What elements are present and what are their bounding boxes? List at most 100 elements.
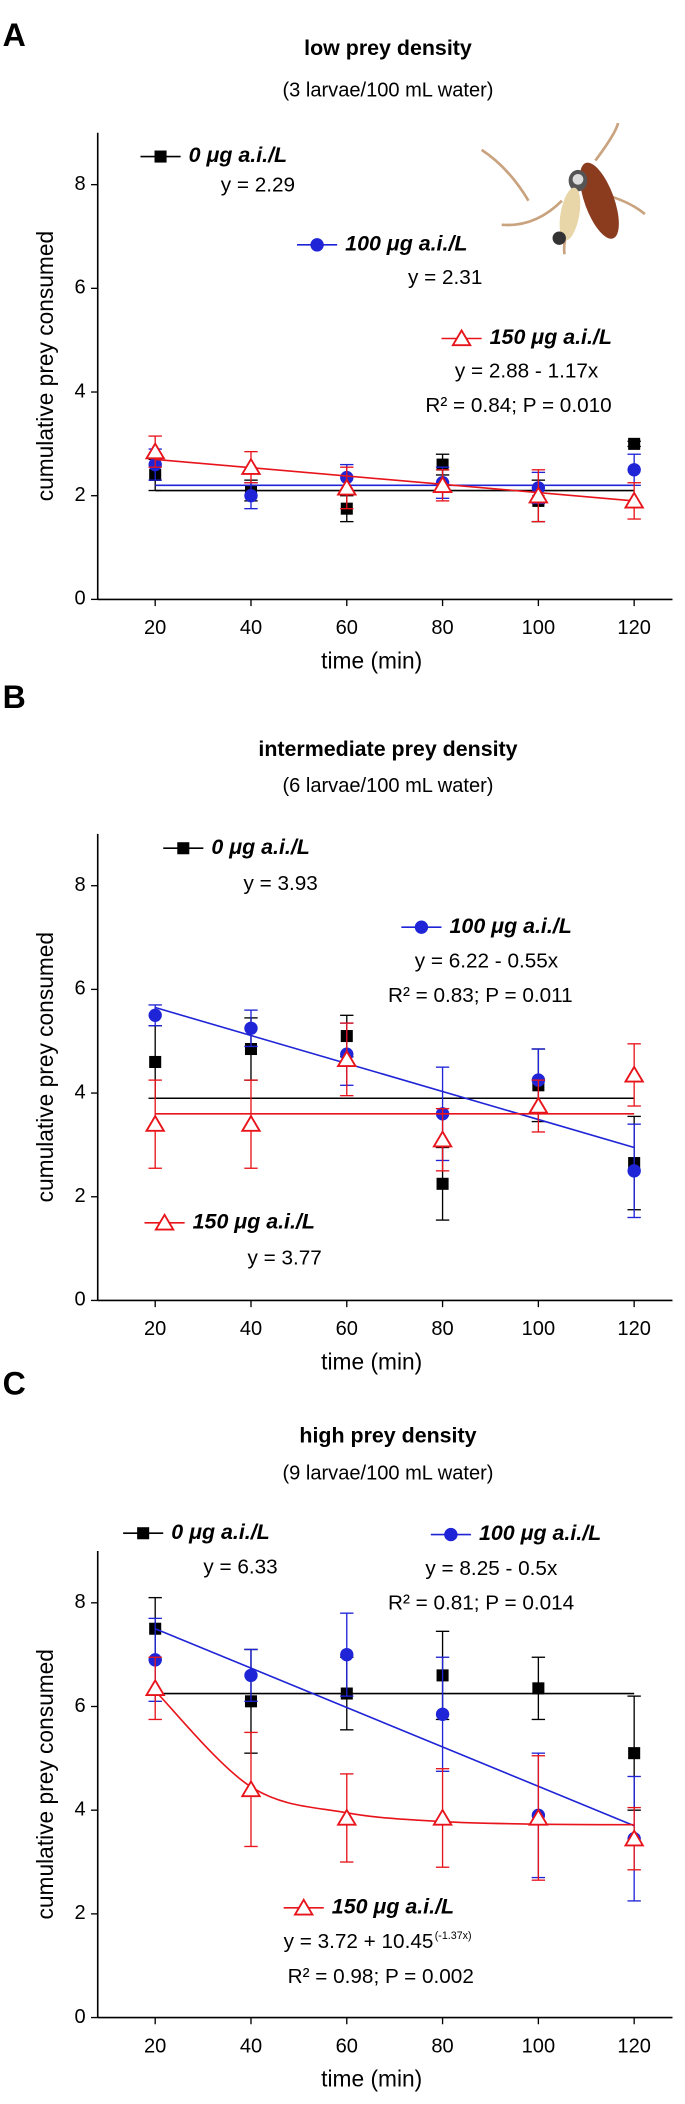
legend-label: 150 μg a.i./L (193, 1210, 315, 1234)
x-tick-label: 80 (431, 2035, 453, 2057)
marker-square (628, 1747, 641, 1760)
fit-statistics: R² = 0.84; P = 0.010 (425, 394, 611, 417)
panel-letter: C (3, 1366, 26, 1402)
marker-triangle (154, 1212, 175, 1231)
chart-subtitle: (9 larvae/100 mL water) (283, 1463, 494, 1485)
x-tick-label: 60 (336, 2035, 358, 2057)
legend-label: 0 μg a.i./L (189, 143, 287, 167)
marker-triangle (528, 1808, 549, 1826)
equation: y = 2.31 (408, 266, 482, 289)
y-tick-label: 0 (75, 1289, 86, 1311)
marker-triangle (336, 478, 358, 496)
y-axis-label: cumulative prey consumed (32, 231, 58, 501)
equation: y = 8.25 - 0.5x (425, 1557, 558, 1580)
marker-triangle (240, 457, 262, 475)
marker-circle (244, 1668, 258, 1683)
equation: y = 3.72 + 10.45 (284, 1930, 434, 1953)
marker-circle (244, 1021, 258, 1035)
y-tick-label: 8 (75, 173, 86, 195)
fit-line (154, 1627, 635, 1827)
fit-statistics: R² = 0.81; P = 0.014 (388, 1592, 574, 1615)
chart-subtitle: (6 larvae/100 mL water) (283, 775, 494, 797)
panel-letter: B (3, 679, 26, 715)
y-axis-label: cumulative prey consumed (32, 932, 58, 1202)
marker-circle (435, 1707, 450, 1721)
x-tick-label: 100 (522, 617, 555, 639)
marker-square (149, 1055, 162, 1068)
x-tick-label: 40 (240, 617, 262, 639)
x-tick-label: 80 (431, 1318, 453, 1340)
equation-exponent: (-1.37x) (435, 1930, 472, 1942)
y-tick-label: 2 (75, 484, 86, 506)
x-tick-label: 20 (144, 1318, 166, 1340)
marker-circle (310, 238, 324, 252)
marker-square (137, 1527, 150, 1540)
x-axis-label: time (min) (321, 2065, 422, 2091)
marker-triangle (240, 1114, 262, 1132)
marker-triangle (240, 1779, 262, 1798)
marker-circle (148, 1008, 162, 1022)
x-axis-label: time (min) (321, 647, 422, 673)
marker-circle (340, 1647, 354, 1662)
x-tick-label: 120 (617, 1318, 650, 1340)
fit-line (155, 458, 635, 502)
x-tick-label: 100 (522, 2035, 555, 2057)
y-tick-label: 4 (75, 1798, 86, 1820)
marker-square (154, 150, 167, 163)
equation: y = 2.29 (221, 173, 295, 196)
x-tick-label: 120 (617, 617, 650, 639)
legend-label: 100 μg a.i./L (479, 1521, 601, 1545)
fit-line (154, 1690, 635, 1826)
marker-triangle (432, 1129, 453, 1148)
marker-square (628, 437, 641, 450)
marker-circle (244, 489, 258, 503)
equation: y = 3.93 (243, 872, 317, 895)
y-tick-label: 2 (75, 1902, 86, 1924)
x-tick-label: 60 (336, 617, 358, 639)
y-tick-label: 4 (75, 1081, 86, 1103)
y-tick-label: 6 (75, 978, 86, 1000)
y-axis-label: cumulative prey consumed (32, 1649, 58, 1919)
legend-label: 100 μg a.i./L (450, 914, 572, 938)
equation: y = 6.33 (203, 1555, 277, 1578)
marker-triangle (432, 1808, 453, 1826)
panel-letter: A (3, 17, 26, 53)
marker-square (177, 842, 190, 855)
legend-label: 0 μg a.i./L (171, 1520, 269, 1544)
x-tick-label: 20 (144, 617, 166, 639)
fit-statistics: R² = 0.83; P = 0.011 (388, 984, 573, 1007)
y-tick-label: 8 (75, 874, 86, 896)
marker-triangle (528, 485, 549, 504)
x-tick-label: 100 (522, 1318, 555, 1340)
legend-label: 0 μg a.i./L (211, 835, 309, 859)
chart-title: intermediate prey density (258, 737, 517, 761)
marker-triangle (451, 328, 472, 347)
marker-circle (627, 1164, 641, 1178)
y-tick-label: 2 (75, 1185, 86, 1207)
y-tick-label: 6 (75, 277, 86, 299)
equation: y = 2.88 - 1.17x (455, 359, 599, 382)
marker-triangle (623, 1828, 645, 1847)
marker-triangle (144, 441, 166, 460)
x-tick-label: 60 (336, 1318, 358, 1340)
equation: y = 6.22 - 0.55x (415, 949, 559, 972)
y-tick-label: 0 (75, 588, 86, 610)
marker-triangle (623, 491, 645, 509)
fit-statistics: R² = 0.98; P = 0.002 (288, 1965, 474, 1988)
x-tick-label: 120 (617, 2035, 650, 2057)
marker-triangle (336, 1049, 358, 1068)
insect-illustration (480, 122, 646, 255)
chart-title: high prey density (299, 1424, 476, 1448)
x-tick-label: 40 (240, 1318, 262, 1340)
equation: y = 3.77 (248, 1246, 322, 1269)
fit-line (154, 1006, 635, 1149)
chart-subtitle: (3 larvae/100 mL water) (283, 79, 494, 101)
marker-triangle (432, 475, 453, 493)
legend-label: 150 μg a.i./L (332, 1895, 454, 1919)
marker-triangle (336, 1808, 358, 1826)
marker-circle (414, 920, 429, 934)
marker-square (436, 1177, 449, 1190)
